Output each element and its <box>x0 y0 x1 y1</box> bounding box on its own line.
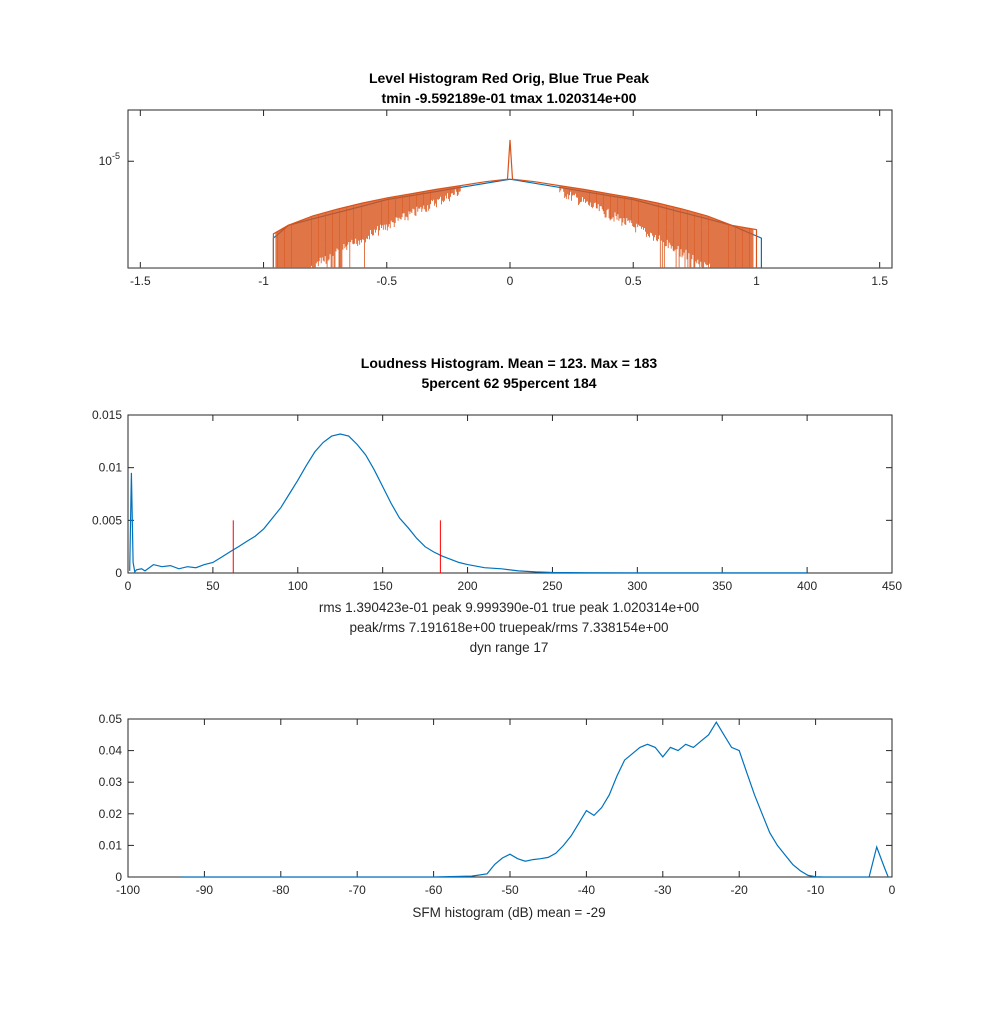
x-tick-label: 450 <box>882 579 902 593</box>
series-line-0 <box>129 433 808 573</box>
x-tick-label: -50 <box>501 883 519 897</box>
chart2-annotation-rms-peak: rms 1.390423e-01 peak 9.999390e-01 true … <box>319 600 699 615</box>
x-tick-label: 250 <box>542 579 562 593</box>
y-tick-label: 0.02 <box>99 807 123 821</box>
plot-area <box>127 109 893 269</box>
x-tick-label: -0.5 <box>376 274 397 288</box>
chart1-title: Level Histogram Red Orig, Blue True Peak <box>369 70 649 86</box>
x-tick-label: -1.5 <box>130 274 151 288</box>
x-tick-label: -100 <box>116 883 140 897</box>
chart2-annotation-peak-ratio: peak/rms 7.191618e+00 truepeak/rms 7.338… <box>350 620 669 635</box>
chart3-xlabel: SFM histogram (dB) mean = -29 <box>412 905 605 920</box>
x-tick-label: -70 <box>349 883 367 897</box>
x-tick-label: 0 <box>125 579 132 593</box>
x-tick-label: -30 <box>654 883 672 897</box>
x-tick-label: 1.5 <box>871 274 888 288</box>
x-tick-label: 1 <box>753 274 760 288</box>
chart2-subtitle: 5percent 62 95percent 184 <box>421 375 596 391</box>
y-tick-label: 0.04 <box>99 744 123 758</box>
x-tick-label: 400 <box>797 579 817 593</box>
chart2-loudness-histogram: 0 50 100 150 200 250 300 350 400 450 0 0.005 0.01 0.0… <box>92 408 902 593</box>
series-noise-fill-1 <box>275 185 754 268</box>
y-tick-label: 0 <box>115 566 122 580</box>
x-tick-label: -60 <box>425 883 443 897</box>
y-tick-label: 10-5 <box>99 151 120 168</box>
y-tick-label: 0.03 <box>99 775 123 789</box>
chart3-sfm-histogram: -100 -90 -80 -70 -60 -50 -40 -30 -20 -10 000.010.0… <box>99 712 896 897</box>
x-tick-label: -90 <box>196 883 214 897</box>
plot-area <box>127 414 893 574</box>
y-tick-label: 0.005 <box>92 513 122 527</box>
x-tick-label: 0 <box>889 883 896 897</box>
x-tick-label: 0 <box>507 274 514 288</box>
x-tick-label: 0.5 <box>625 274 642 288</box>
series-line-1 <box>272 139 758 268</box>
x-tick-label: 200 <box>458 579 478 593</box>
chart2-title: Loudness Histogram. Mean = 123. Max = 18… <box>361 355 658 371</box>
chart2-annotation-dyn-range: dyn range 17 <box>470 640 549 655</box>
chart1-level-histogram: -1.5 -1 -0.5 0 0.5 1 1.5 10-5 <box>99 109 893 288</box>
y-tick-label: 0.015 <box>92 408 122 422</box>
x-tick-label: 300 <box>627 579 647 593</box>
x-tick-label: 50 <box>206 579 220 593</box>
y-tick-label: 0.05 <box>99 712 123 726</box>
x-tick-label: 100 <box>288 579 308 593</box>
y-tick-label: 0.01 <box>99 838 123 852</box>
y-tick-label: 0 <box>115 870 122 884</box>
x-tick-label: -40 <box>578 883 596 897</box>
x-tick-label: -80 <box>272 883 290 897</box>
chart1-subtitle: tmin -9.592189e-01 tmax 1.020314e+00 <box>382 90 637 106</box>
y-tick-label: 0.01 <box>99 461 123 475</box>
x-tick-label: 350 <box>712 579 732 593</box>
plot-area <box>127 718 893 878</box>
x-tick-label: 150 <box>373 579 393 593</box>
x-tick-label: -20 <box>731 883 749 897</box>
x-tick-label: -10 <box>807 883 825 897</box>
series-line-0 <box>181 721 889 877</box>
x-tick-label: -1 <box>258 274 269 288</box>
